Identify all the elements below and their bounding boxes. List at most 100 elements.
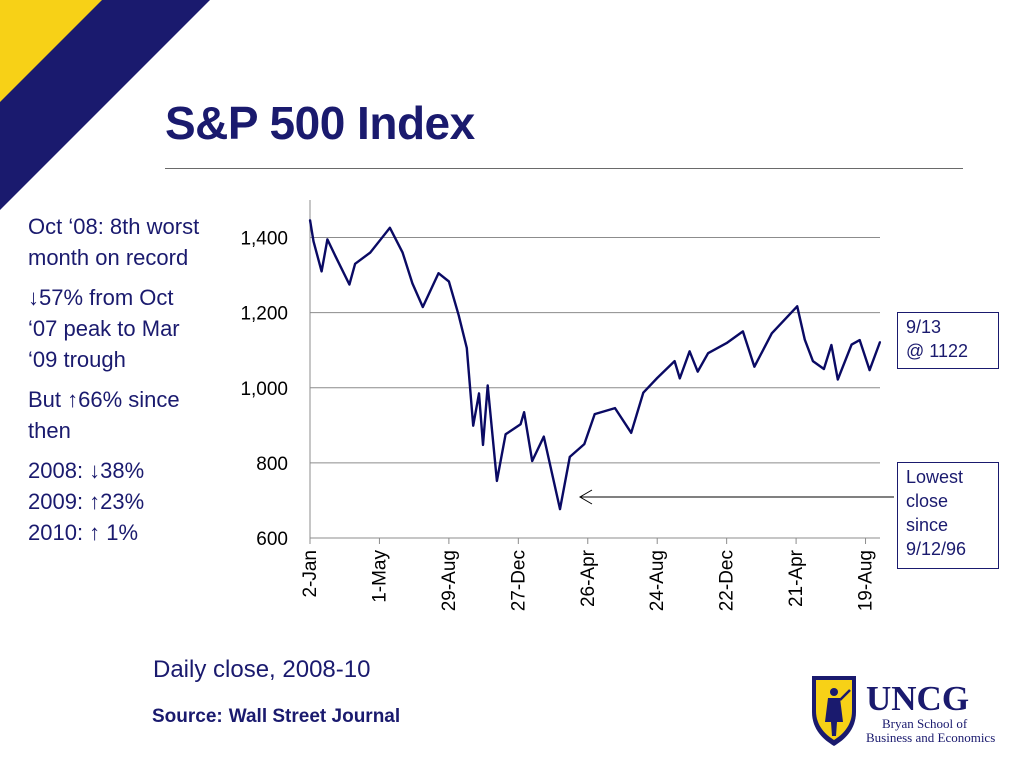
x-tick-label: 1-May	[369, 550, 390, 603]
data-point	[482, 443, 484, 446]
callout-line: Lowest	[906, 467, 964, 487]
callout-line: 9/13	[906, 317, 942, 337]
y-tick-label: 800	[256, 454, 288, 475]
data-point	[811, 360, 814, 363]
data-point	[656, 377, 659, 379]
data-point	[542, 435, 545, 438]
data-point	[822, 368, 825, 370]
note-worst-month: Oct ‘08: 8th worst month on record	[28, 211, 208, 273]
note-line: 2009: ↑23%	[28, 489, 145, 514]
data-point	[707, 352, 710, 355]
data-point	[850, 343, 853, 346]
data-point	[478, 392, 480, 395]
data-point	[858, 339, 861, 341]
note-line: Oct ‘08: 8th worst month on record	[28, 214, 200, 270]
x-tick-label: 24-Aug	[647, 550, 668, 611]
data-point	[879, 341, 881, 343]
y-tick-label: 600	[256, 529, 288, 550]
page-title: S&P 500 Index	[165, 97, 475, 149]
y-tick-label: 1,400	[240, 229, 288, 250]
logo-line2: Business and Economics	[866, 730, 995, 745]
lowest-close-callout: Lowest close since 9/12/96	[897, 462, 999, 569]
uncg-logo: UNCG Bryan School of Business and Econom…	[812, 676, 995, 746]
data-point	[630, 431, 633, 434]
data-point	[725, 342, 728, 344]
callout-line: since	[906, 515, 949, 535]
data-point	[411, 282, 414, 285]
x-tick-label: 19-Aug	[856, 550, 877, 611]
data-point	[523, 411, 526, 414]
callout-line: close	[906, 491, 949, 511]
title-divider	[165, 168, 963, 169]
data-point	[354, 262, 357, 265]
data-point	[673, 360, 676, 363]
data-point	[334, 255, 337, 258]
data-point	[753, 365, 756, 368]
note-decline: ↓57% from Oct ‘07 peak to Mar ‘09 trough	[28, 282, 208, 375]
data-point	[519, 423, 522, 426]
seal-figure-icon	[812, 676, 856, 746]
data-point	[312, 240, 315, 243]
data-point	[696, 370, 699, 373]
data-point	[320, 270, 323, 273]
chart-caption: Daily close, 2008-10	[153, 656, 371, 683]
x-tick-label: 27-Dec	[508, 550, 529, 611]
x-tick-label: 22-Dec	[717, 550, 738, 611]
note-line: 2008: ↓38%	[28, 458, 145, 483]
data-point	[559, 508, 561, 510]
data-point	[348, 283, 351, 286]
data-point	[688, 350, 691, 353]
data-point	[486, 384, 489, 387]
data-point	[465, 347, 468, 349]
data-point	[583, 443, 586, 446]
callout-line: 9/12/96	[906, 539, 967, 559]
y-tick-label: 1,200	[240, 304, 288, 325]
data-point	[326, 238, 329, 241]
note-line: But ↑66% since then	[28, 387, 180, 443]
source-note: Source: Wall Street Journal	[152, 706, 406, 728]
data-point	[741, 330, 744, 333]
logo-name: UNCG	[866, 679, 969, 718]
data-point	[568, 455, 571, 458]
arrowhead-icon	[578, 489, 593, 505]
data-point	[447, 280, 450, 283]
note-line: ↓57% from Oct ‘07 peak to Mar ‘09 trough	[28, 285, 180, 372]
data-point	[770, 332, 773, 335]
corner-navy-band	[0, 0, 210, 210]
note-annual-returns: 2008: ↓38% 2009: ↑23% 2010: ↑ 1%	[28, 455, 208, 548]
data-point	[401, 251, 404, 254]
corner-ribbon	[0, 0, 210, 210]
data-point	[472, 424, 475, 427]
data-point	[309, 219, 311, 221]
data-point	[593, 413, 596, 415]
data-point	[868, 369, 871, 372]
note-rebound: But ↑66% since then	[28, 384, 208, 446]
data-point	[803, 338, 806, 341]
data-point	[496, 480, 498, 482]
sp500-series-line	[308, 219, 882, 511]
data-point	[796, 305, 799, 308]
source-value: Wall Street Journal	[228, 706, 401, 727]
x-tick-label: 29-Aug	[439, 550, 460, 611]
x-tick-label: 21-Apr	[786, 549, 807, 607]
latest-close-callout: 9/13 @ 1122	[897, 312, 999, 369]
data-point	[437, 272, 440, 275]
data-point	[369, 251, 372, 254]
x-tick-label: 26-Apr	[578, 549, 599, 607]
corner-gold-band	[0, 0, 102, 102]
data-point	[836, 378, 839, 381]
data-point	[531, 460, 534, 462]
data-point	[614, 407, 616, 409]
data-point	[642, 391, 645, 394]
source-label: Source:	[152, 706, 223, 727]
y-tick-label: 1,000	[240, 379, 288, 400]
data-point	[830, 344, 833, 346]
x-tick-label: 2-Jan	[300, 550, 321, 598]
logo-line1: Bryan School of	[882, 716, 968, 731]
note-line: 2010: ↑ 1%	[28, 520, 139, 545]
data-point	[678, 377, 681, 380]
notes-panel: Oct ‘08: 8th worst month on record ↓57% …	[28, 211, 208, 557]
data-point	[504, 433, 507, 436]
data-point	[388, 226, 391, 229]
